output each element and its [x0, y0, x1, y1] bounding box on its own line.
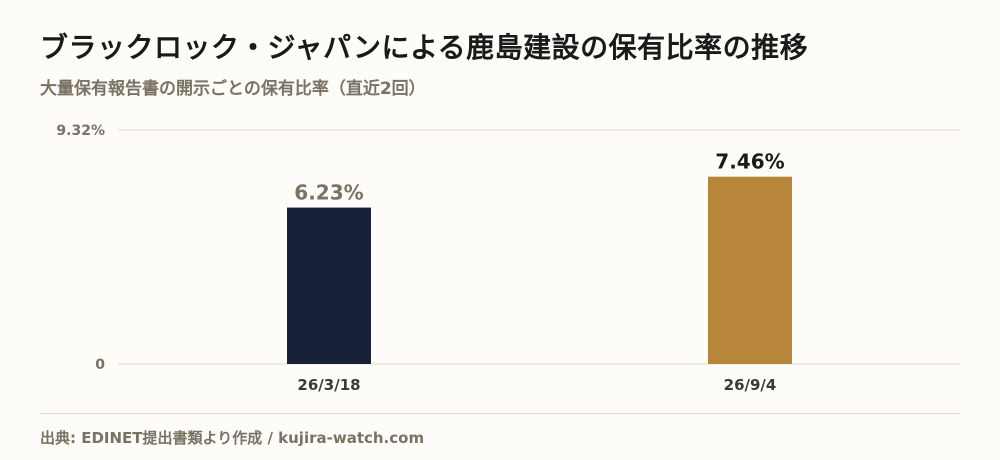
data-label: 7.46% — [715, 150, 784, 174]
y-tick-label: 0 — [95, 357, 105, 373]
bar — [708, 176, 792, 364]
chart-title: ブラックロック・ジャパンによる鹿島建設の保有比率の推移 — [40, 31, 809, 64]
footer-divider — [40, 413, 960, 414]
x-tick-label: 26/9/4 — [724, 376, 777, 394]
chart-subtitle: 大量保有報告書の開示ごとの保有比率（直近2回） — [40, 79, 426, 99]
bar — [287, 207, 371, 364]
y-tick-label: 9.32% — [56, 123, 105, 139]
x-tick-label: 26/3/18 — [297, 376, 360, 394]
source-note: 出典: EDINET提出書類より作成 / kujira-watch.com — [40, 429, 425, 447]
data-label: 6.23% — [294, 181, 363, 205]
